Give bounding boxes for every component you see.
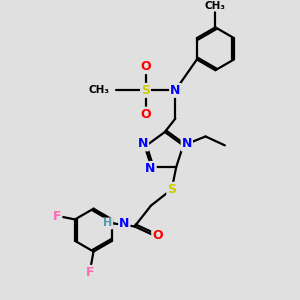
- Text: S: S: [141, 84, 150, 97]
- Text: O: O: [152, 229, 163, 242]
- Text: CH₃: CH₃: [205, 1, 226, 11]
- Text: S: S: [167, 183, 176, 196]
- Text: N: N: [182, 137, 192, 150]
- Text: N: N: [138, 137, 148, 150]
- Text: F: F: [53, 210, 62, 223]
- Text: N: N: [170, 84, 181, 97]
- Text: O: O: [140, 108, 151, 121]
- Text: CH₃: CH₃: [88, 85, 109, 95]
- Text: F: F: [86, 266, 95, 279]
- Text: N: N: [119, 217, 130, 230]
- Text: N: N: [145, 162, 156, 175]
- Text: O: O: [140, 60, 151, 73]
- Text: H: H: [103, 218, 112, 229]
